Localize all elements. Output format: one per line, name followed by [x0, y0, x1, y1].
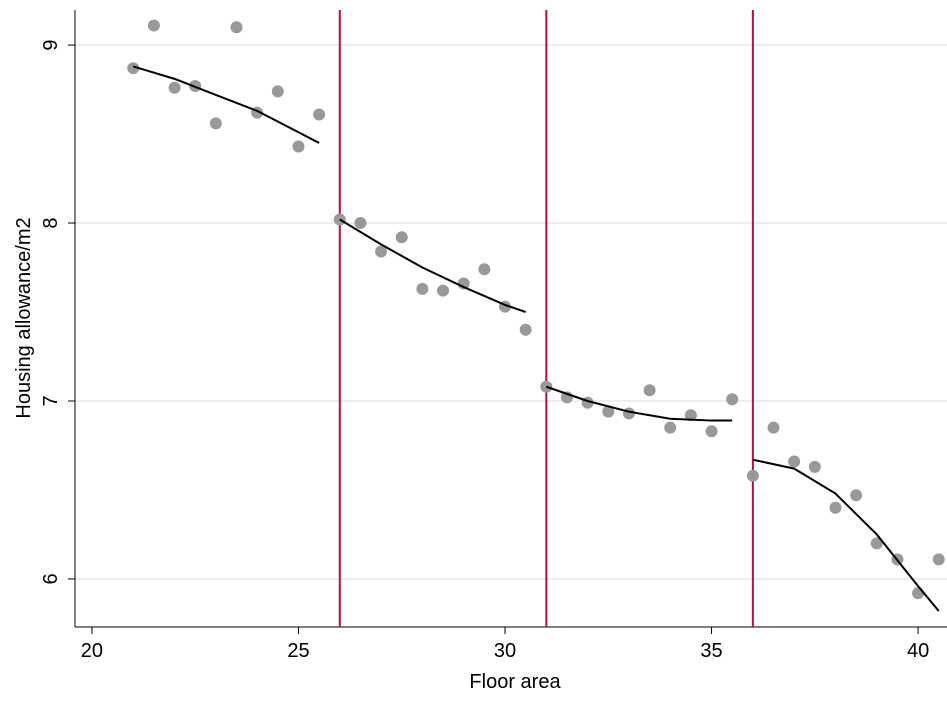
point [416, 282, 429, 295]
point [271, 85, 284, 98]
point [147, 19, 160, 32]
point [726, 393, 739, 406]
point [705, 425, 718, 438]
fit-line [132, 65, 320, 144]
y-tick-label: 6 [40, 573, 62, 584]
y-axis-label: Housing allowance/m2 [13, 217, 35, 418]
point [622, 407, 635, 420]
y-tick-label: 7 [40, 395, 62, 406]
point [478, 263, 491, 276]
x-axis-label: Floor area [469, 671, 561, 693]
y-tick-label: 9 [40, 39, 62, 50]
fit-line [752, 458, 940, 612]
point [209, 117, 222, 130]
point [437, 284, 450, 297]
point [870, 537, 883, 550]
point [643, 384, 656, 397]
x-tick-label: 30 [494, 640, 516, 662]
point [168, 81, 181, 94]
x-tick-label: 25 [287, 640, 309, 662]
point [912, 587, 925, 600]
point [292, 140, 305, 153]
point [519, 323, 532, 336]
y-tick-label: 8 [40, 217, 62, 228]
point [932, 553, 945, 566]
point [664, 421, 677, 434]
x-tick-label: 20 [81, 640, 103, 662]
point [127, 62, 140, 75]
point [684, 409, 697, 422]
fit-line [339, 218, 526, 313]
point [829, 501, 842, 514]
point [767, 421, 780, 434]
point [395, 231, 408, 244]
point [375, 245, 388, 258]
point [808, 460, 821, 473]
point [354, 217, 367, 230]
point [746, 469, 759, 482]
point [788, 455, 801, 468]
fit-line [545, 385, 733, 422]
point [602, 405, 615, 418]
point [850, 489, 863, 502]
x-tick-label: 35 [700, 640, 722, 662]
point [313, 108, 326, 121]
point [230, 21, 243, 34]
x-tick-label: 40 [907, 640, 929, 662]
